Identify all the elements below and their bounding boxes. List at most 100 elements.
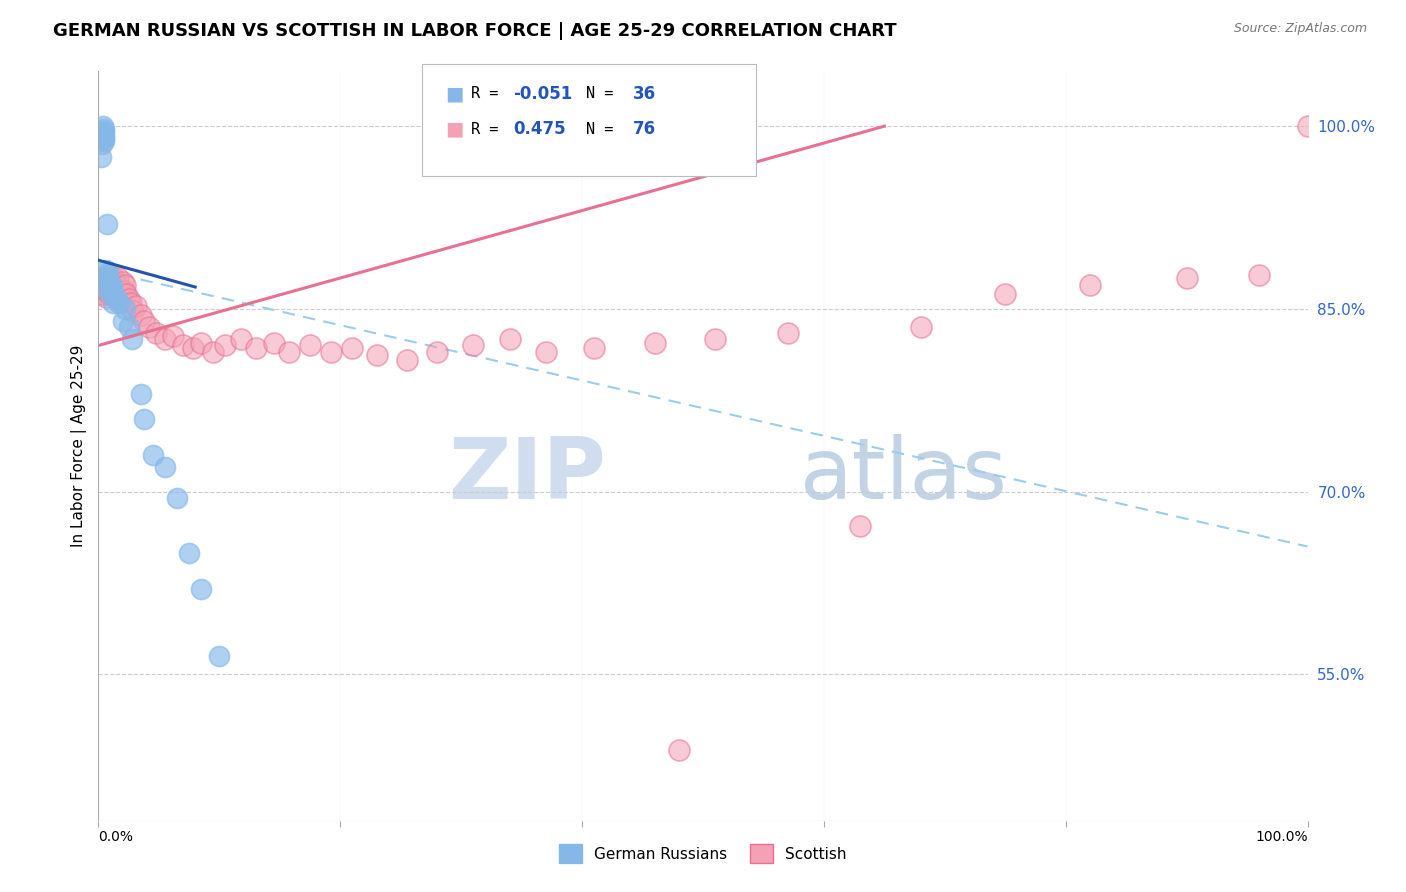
Point (138, 320, 160, 334)
Point (94, 290, 117, 304)
Text: atlas: atlas (800, 434, 1008, 517)
Point (263, 336, 285, 351)
Point (114, 301, 136, 316)
Point (190, 336, 212, 351)
Point (342, 341, 364, 355)
Point (94, 271, 117, 285)
Point (103, 271, 125, 285)
Point (202, 344, 225, 359)
Point (319, 344, 342, 359)
Text: N =: N = (586, 122, 623, 136)
Point (96, 284, 118, 298)
Point (100, 280, 122, 294)
Point (172, 338, 194, 352)
Point (208, 649, 231, 664)
Point (96, 268, 118, 282)
Point (395, 353, 418, 368)
Point (98, 280, 121, 294)
Point (179, 546, 201, 560)
Point (366, 348, 388, 362)
Point (93, 121, 115, 136)
Point (668, 743, 690, 757)
Point (134, 314, 156, 328)
Point (103, 287, 125, 301)
Text: ■: ■ (446, 84, 464, 103)
Point (1078, 277, 1101, 292)
Point (93, 134, 115, 148)
Point (91, 271, 114, 285)
Point (91, 280, 114, 294)
Point (229, 332, 252, 346)
Point (704, 332, 727, 346)
Point (112, 284, 135, 298)
Point (96, 275, 118, 289)
Point (108, 280, 131, 294)
Point (90, 280, 112, 294)
Point (101, 296, 124, 310)
Point (910, 320, 932, 334)
Point (114, 277, 136, 292)
Point (105, 292, 128, 306)
Point (583, 341, 606, 355)
Point (162, 328, 184, 343)
Point (776, 326, 799, 341)
Point (93, 271, 115, 285)
Point (101, 284, 124, 298)
Text: R =: R = (471, 87, 508, 101)
Point (120, 296, 142, 310)
Point (111, 275, 134, 289)
Point (245, 341, 267, 355)
Point (129, 387, 152, 401)
Text: GERMAN RUSSIAN VS SCOTTISH IN LABOR FORCE | AGE 25-29 CORRELATION CHART: GERMAN RUSSIAN VS SCOTTISH IN LABOR FORC… (53, 22, 897, 40)
Point (121, 332, 143, 346)
Point (118, 320, 141, 334)
Point (98, 287, 121, 301)
Point (145, 326, 167, 341)
Point (93, 131, 115, 145)
Point (299, 338, 322, 352)
Point (278, 344, 301, 359)
Point (108, 284, 131, 298)
Point (134, 411, 156, 425)
Point (142, 448, 165, 462)
Point (426, 344, 449, 359)
Point (93, 277, 115, 292)
Text: 0.0%: 0.0% (98, 830, 134, 845)
Point (111, 314, 134, 328)
Text: N =: N = (586, 87, 623, 101)
Point (100, 287, 122, 301)
Point (94, 271, 117, 285)
Point (849, 518, 872, 533)
Legend: German Russians, Scottish: German Russians, Scottish (553, 838, 853, 869)
Text: ZIP: ZIP (449, 434, 606, 517)
Point (107, 271, 129, 285)
Text: 100.0%: 100.0% (1256, 830, 1308, 845)
Point (90, 150, 112, 164)
Point (994, 287, 1017, 301)
Point (91, 125, 114, 139)
Point (190, 582, 212, 596)
Point (100, 277, 122, 292)
Point (98, 275, 121, 289)
Point (644, 336, 666, 351)
Point (100, 271, 122, 285)
Point (94, 263, 117, 277)
Text: 36: 36 (633, 85, 655, 103)
Point (97, 271, 120, 285)
Point (100, 275, 122, 289)
Point (91, 137, 114, 152)
Point (534, 344, 557, 359)
Point (93, 277, 115, 292)
Point (118, 292, 141, 306)
Point (214, 338, 236, 352)
Text: 76: 76 (633, 120, 655, 138)
Point (463, 338, 485, 352)
Text: -0.051: -0.051 (513, 85, 572, 103)
Point (93, 125, 115, 139)
Point (153, 460, 176, 475)
Point (91, 287, 114, 301)
Y-axis label: In Labor Force | Age 25-29: In Labor Force | Age 25-29 (72, 345, 87, 547)
Point (129, 308, 152, 322)
Point (105, 280, 128, 294)
Point (108, 296, 131, 310)
